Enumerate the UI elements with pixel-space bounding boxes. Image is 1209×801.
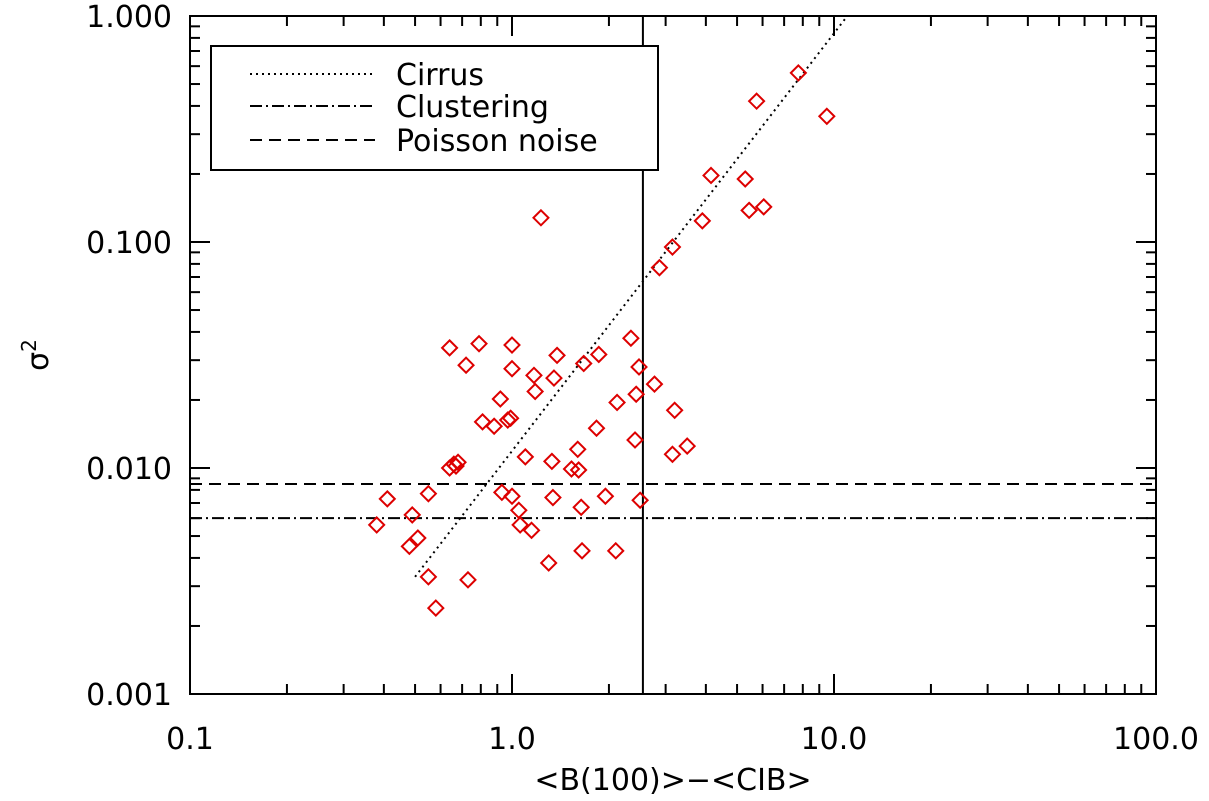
data-point — [754, 197, 773, 216]
x-tick-label: 1.0 — [488, 722, 536, 757]
data-point — [440, 338, 459, 357]
data-point — [449, 453, 467, 472]
data-point — [403, 506, 422, 524]
data-point — [516, 447, 535, 466]
data-point — [492, 483, 511, 502]
x-tick-label: 0.1 — [166, 722, 214, 757]
cirrus-line — [414, 15, 849, 578]
data-point — [626, 431, 644, 449]
y-tick-label: 1.000 — [86, 0, 172, 35]
data-point — [573, 541, 591, 560]
y-tick-label: 0.001 — [86, 678, 172, 713]
data-point — [678, 437, 697, 456]
data-point — [457, 356, 475, 375]
legend-label-cirrus: Cirrus — [396, 58, 484, 93]
data-point — [627, 385, 646, 404]
axis-tick-labels: 0.1 1.0 10.0 100.0 0.001 0.010 0.100 1.000 — [86, 0, 1199, 757]
data-point — [400, 537, 419, 556]
legend-label-clustering: Clustering — [396, 90, 549, 125]
data-point — [532, 208, 550, 227]
data-point — [367, 515, 386, 534]
y-tick-label: 0.100 — [86, 226, 172, 261]
data-point — [503, 359, 521, 378]
data-point — [589, 345, 608, 364]
data-point — [485, 417, 504, 436]
data-point — [569, 461, 588, 479]
y-axis-label-symbol: σ — [21, 352, 56, 371]
axis-ticks — [189, 16, 1156, 695]
data-point — [419, 484, 438, 503]
data-point — [736, 170, 755, 188]
data-point — [526, 382, 545, 401]
x-axis-label: <B(100)>−<CIB> — [534, 763, 811, 798]
data-point — [545, 369, 563, 387]
x-tick-label: 100.0 — [1113, 722, 1199, 757]
data-point — [568, 440, 587, 459]
data-point — [544, 488, 562, 507]
data-point — [470, 334, 488, 353]
data-point — [608, 393, 626, 412]
data-point — [509, 501, 528, 520]
legend-box — [210, 45, 659, 171]
data-point — [587, 419, 606, 438]
data-point — [747, 92, 766, 111]
data-point — [473, 412, 492, 431]
data-points — [367, 63, 836, 617]
data-point — [645, 375, 664, 394]
data-point — [630, 358, 648, 376]
data-point — [702, 166, 720, 185]
data-point — [665, 401, 684, 420]
data-point — [522, 521, 541, 540]
legend: Cirrus Clustering Poisson noise — [210, 45, 659, 171]
y-axis-label: σ2 — [17, 339, 56, 371]
data-point — [621, 329, 640, 348]
data-point — [378, 489, 397, 508]
data-point — [548, 346, 566, 365]
data-point — [631, 491, 650, 510]
data-point — [596, 487, 615, 506]
data-point — [542, 452, 561, 471]
data-point — [426, 599, 445, 617]
data-point — [562, 460, 581, 478]
data-point — [408, 529, 427, 547]
legend-label-poisson: Poisson noise — [396, 124, 598, 159]
y-axis-label-exponent: 2 — [17, 339, 41, 352]
x-tick-label: 10.0 — [801, 722, 868, 757]
data-point — [650, 258, 669, 277]
data-point — [693, 211, 712, 230]
plot-frame — [189, 15, 1157, 695]
data-point — [817, 107, 836, 126]
data-point — [459, 570, 477, 589]
y-tick-label: 0.010 — [86, 452, 172, 487]
data-point — [491, 390, 510, 408]
data-point — [539, 554, 558, 572]
data-point — [572, 498, 591, 517]
data-point — [419, 567, 438, 586]
data-point — [789, 63, 808, 82]
data-point — [503, 336, 521, 354]
data-point — [501, 409, 520, 428]
data-point — [663, 238, 682, 256]
data-point — [503, 487, 521, 506]
data-point — [606, 541, 625, 560]
data-point — [740, 201, 759, 220]
data-point — [574, 354, 593, 373]
data-point — [525, 366, 543, 385]
data-point — [663, 445, 682, 464]
data-point — [511, 515, 530, 534]
